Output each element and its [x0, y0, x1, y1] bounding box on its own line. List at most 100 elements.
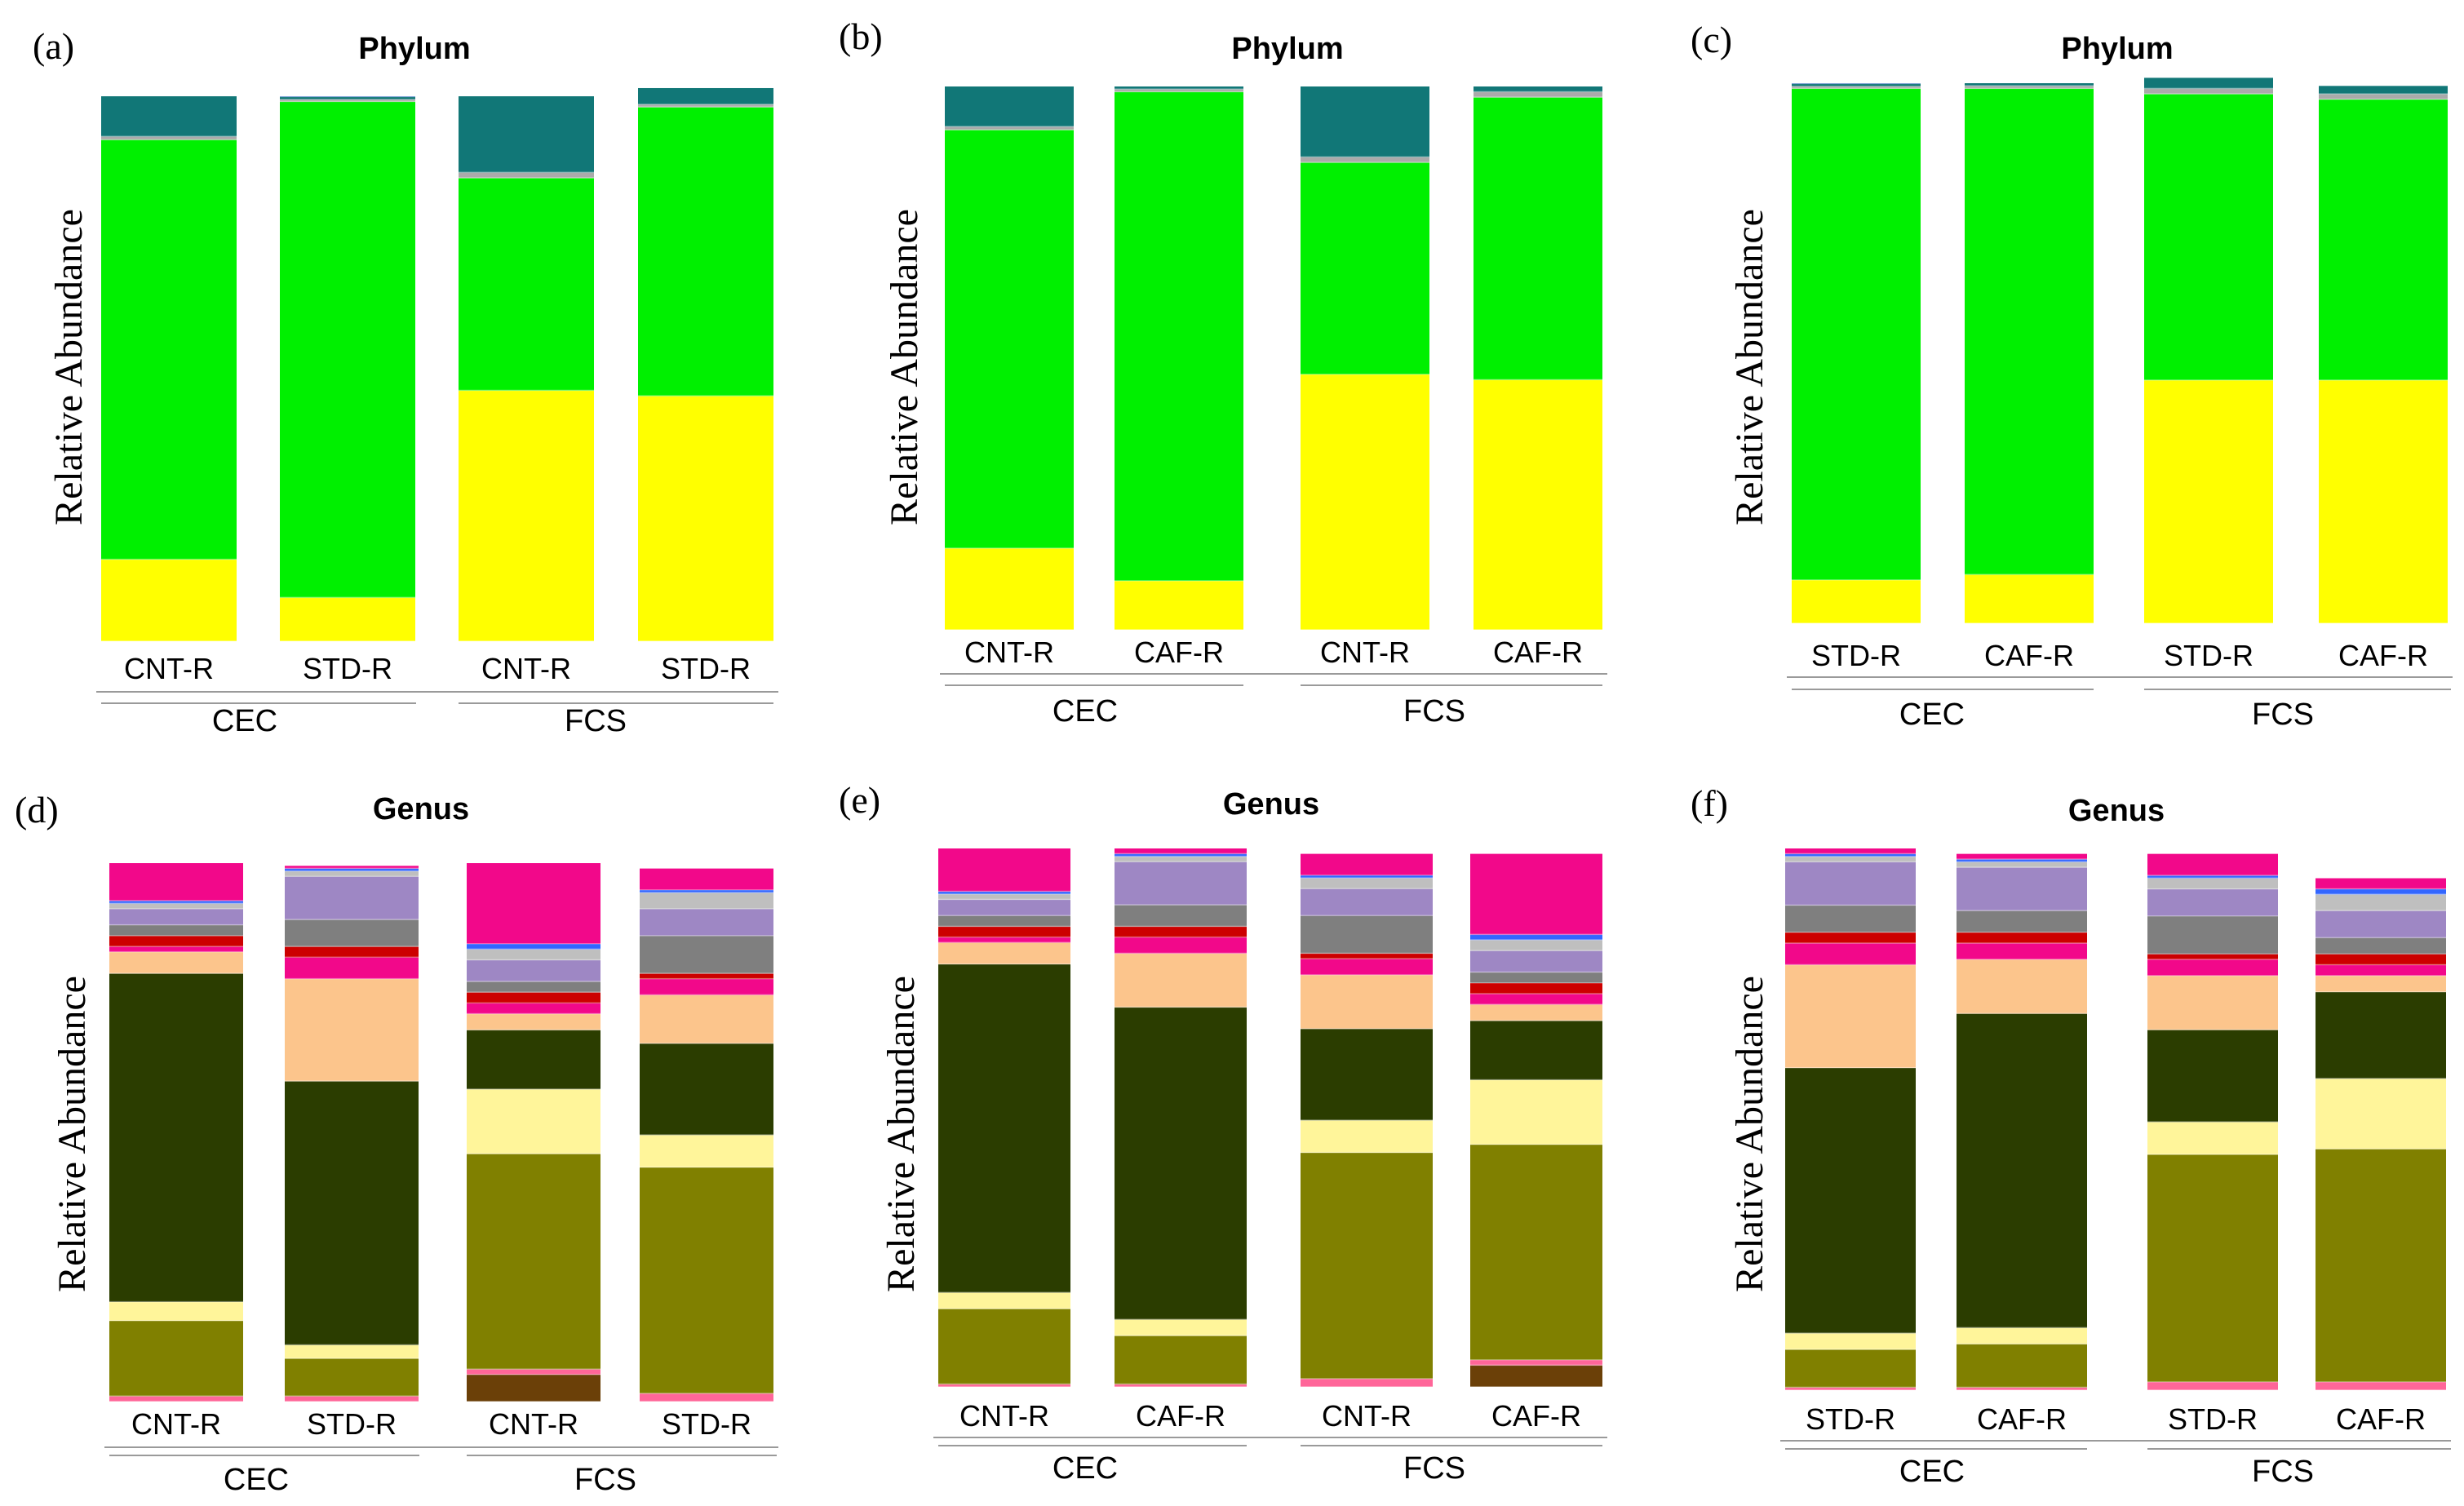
panel-c: (c) Phylum Relative Abundance STD-R CAF-R STD…	[1691, 19, 2453, 732]
bar-segment-dark-green	[109, 973, 243, 1302]
segment-divider	[1470, 1386, 1602, 1388]
segment-divider	[285, 956, 419, 958]
bar-segment-magenta	[285, 957, 419, 979]
segment-divider	[1470, 982, 1602, 984]
group-label: CEC	[224, 1463, 289, 1497]
segment-divider	[1792, 87, 1921, 90]
bar-segment-blue	[285, 868, 419, 871]
segment-divider	[467, 1088, 600, 1090]
bar-segment-top-magenta	[467, 863, 600, 944]
bar-segment-grey	[1470, 972, 1602, 983]
bar-segment-peach	[1957, 959, 2087, 1014]
bar-segment-red	[109, 936, 243, 947]
y-axis-label: Relative Abundance	[47, 209, 91, 525]
bar-segment-grey	[2147, 916, 2278, 955]
panel-b: (b) Phylum Relative Abundance CNT-R CAF-R CNT…	[839, 16, 1607, 729]
bar-segment-pink	[1785, 1387, 1916, 1390]
bar-segment-olive	[1301, 1152, 1433, 1380]
segment-divider	[1957, 1386, 2087, 1389]
bar-segment-blue	[280, 96, 415, 97]
bar-segment-yellow	[1115, 581, 1243, 630]
segment-divider	[1792, 579, 1921, 581]
bar-segment-top-magenta	[2147, 853, 2278, 876]
bar-segment-peach	[467, 1013, 600, 1030]
bar-segment-top-magenta	[2316, 878, 2446, 889]
segment-divider	[938, 936, 1070, 938]
panel-letter: (a)	[33, 25, 74, 67]
group-label: FCS	[1403, 1451, 1465, 1486]
bar-segment-teal	[1474, 86, 1602, 92]
segment-divider	[638, 395, 773, 396]
bar-segment-dark-green	[1957, 1013, 2087, 1328]
bar-segment-yellow	[2319, 380, 2448, 623]
segment-divider	[467, 1002, 600, 1004]
bar-segment-red	[1115, 926, 1247, 937]
bar-segment-teal	[2144, 78, 2273, 89]
segment-divider	[280, 99, 415, 100]
segment-divider	[945, 126, 1074, 127]
bar-segment-olive	[109, 1321, 243, 1397]
bar-segment-top-magenta	[1957, 853, 2087, 860]
bar-segment-blue	[1957, 859, 2087, 862]
segment-divider	[1115, 904, 1247, 906]
panel-letter: (c)	[1691, 19, 1732, 60]
group-label: CEC	[1899, 698, 1965, 732]
x-tick-label: STD-R	[2164, 639, 2253, 672]
bar-segment-red	[2147, 954, 2278, 960]
bar-segment-green	[101, 140, 237, 560]
segment-divider	[1785, 861, 1916, 863]
segment-divider	[938, 963, 1070, 965]
bar-segment-blue	[2316, 888, 2446, 895]
segment-divider	[2144, 379, 2273, 381]
bar-segment-pink	[2147, 1382, 2278, 1390]
segment-divider	[1792, 82, 1921, 85]
bar-segment-magenta	[2316, 964, 2446, 977]
bar-segment-grey	[1301, 915, 1433, 954]
segment-divider	[109, 1401, 243, 1402]
segment-divider	[2316, 910, 2446, 911]
segment-divider	[1470, 1003, 1602, 1005]
bar-segment-peach	[109, 951, 243, 974]
bar-segment-purple	[1470, 950, 1602, 972]
segment-divider	[1470, 933, 1602, 936]
segment-divider	[2319, 379, 2448, 381]
segment-divider	[2316, 953, 2446, 955]
bar-segment-dark-green	[640, 1043, 773, 1136]
y-axis-label: Relative Abundance	[1728, 209, 1771, 525]
bar-segment-olive	[1470, 1145, 1602, 1360]
segment-divider	[285, 875, 419, 877]
bar-segment-teal	[1301, 86, 1429, 157]
segment-divider	[2144, 622, 2273, 624]
segment-divider	[1115, 853, 1247, 855]
segment-divider	[467, 1012, 600, 1015]
bar-segment-yellow	[459, 390, 594, 641]
segment-divider	[2319, 98, 2448, 100]
bar-segment-light-yellow	[938, 1292, 1070, 1309]
bar-segment-red	[1785, 932, 1916, 944]
segment-divider	[285, 1395, 419, 1397]
bar-segment-blue	[1785, 853, 1916, 857]
bar-segment-silver	[1470, 940, 1602, 951]
bar-segment-brown	[1470, 1365, 1602, 1387]
bar-segment-light-yellow	[1115, 1319, 1247, 1336]
bar-segment-dark-green	[285, 1081, 419, 1345]
bar-segment-magenta	[1470, 994, 1602, 1005]
segment-divider	[938, 941, 1070, 943]
segment-divider	[640, 994, 773, 996]
segment-divider	[2147, 1154, 2278, 1155]
bar-segment-red	[1470, 983, 1602, 994]
panel-f: (f) Genus Relative Abundance STD-R CAF-R STD-…	[1691, 782, 2451, 1489]
bar-segment-magenta	[938, 937, 1070, 943]
segment-divider	[640, 1166, 773, 1168]
segment-divider	[1301, 888, 1433, 889]
segment-divider	[1957, 942, 2087, 944]
segment-divider	[640, 1401, 773, 1402]
bar-segment-grey	[1785, 905, 1916, 932]
x-tick-label: STD-R	[662, 1407, 751, 1441]
segment-divider	[2319, 622, 2448, 624]
group-label: FCS	[574, 1463, 636, 1497]
segment-divider	[938, 915, 1070, 916]
bar-segment-yellow	[1474, 379, 1602, 630]
segment-divider	[2147, 975, 2278, 977]
bar-segment-peach	[2147, 976, 2278, 1030]
